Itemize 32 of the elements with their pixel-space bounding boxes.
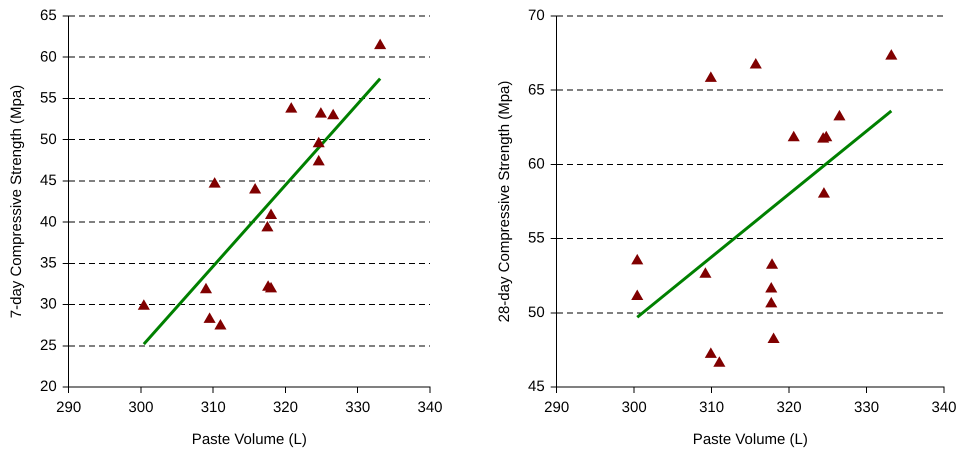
x-tick-label: 330 [854,399,880,416]
y-tick-label: 45 [40,172,57,190]
y-tick-label: 45 [528,378,545,396]
y-tick-label: 40 [40,213,57,230]
y-axis-title: 28-day Compressive Strength (Mpa) [496,80,514,322]
y-tick-label: 65 [40,7,57,24]
y-tick-label: 60 [528,156,545,173]
y-tick-label: 35 [40,254,57,272]
y-tick-label: 55 [40,90,57,107]
y-tick-label: 50 [40,130,57,148]
y-tick-label: 65 [528,81,545,98]
y-tick-label: 55 [528,230,545,247]
y-tick-label: 20 [40,378,57,396]
y-tick-label: 30 [40,296,57,313]
y-tick-label: 25 [40,336,57,354]
x-tick-label: 300 [128,399,154,416]
x-tick-label: 320 [272,399,298,416]
x-tick-label: 300 [622,399,647,416]
y-tick-label: 50 [528,304,545,321]
x-tick-label: 340 [417,399,443,416]
x-tick-label: 290 [56,399,82,416]
y-tick-label: 70 [528,7,545,24]
x-tick-label: 290 [544,399,570,416]
x-tick-label: 310 [200,399,226,416]
x-tick-label: 320 [776,399,802,416]
y-tick-label: 60 [40,48,57,66]
x-axis-title: Paste Volume (L) [692,431,808,448]
x-tick-label: 330 [345,399,370,416]
x-tick-label: 310 [699,399,724,416]
y-axis-title: 7-day Compressive Strength (Mpa) [8,84,26,318]
x-axis-title: Paste Volume (L) [192,431,307,448]
x-tick-label: 340 [931,399,957,416]
